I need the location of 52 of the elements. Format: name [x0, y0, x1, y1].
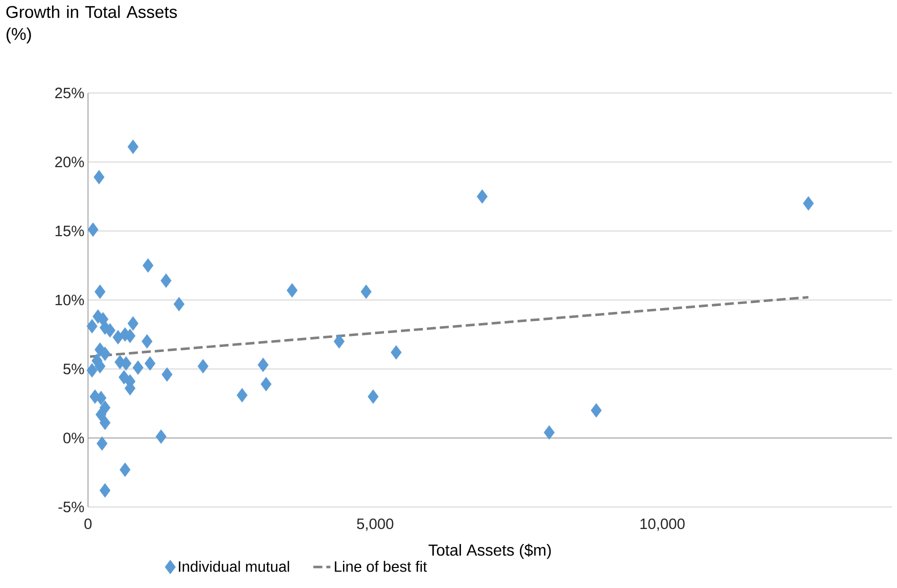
point — [120, 462, 130, 477]
point — [142, 258, 154, 273]
point — [96, 390, 106, 406]
point — [86, 363, 98, 378]
point — [142, 334, 152, 349]
point — [334, 334, 345, 349]
y-tick-label: 10% — [56, 294, 84, 306]
point — [104, 323, 116, 338]
point — [100, 346, 110, 362]
point — [160, 273, 172, 288]
y-tick-label: 20% — [55, 156, 84, 168]
point — [96, 436, 108, 451]
point — [390, 345, 402, 360]
point — [174, 296, 184, 312]
x-axis-title: Total Assets ($m) — [428, 544, 551, 559]
y-axis-title: Growth in Total Assets (%) — [6, 6, 177, 44]
point — [132, 360, 144, 375]
point — [94, 359, 106, 374]
point — [476, 189, 488, 204]
point — [544, 425, 555, 440]
point — [144, 356, 156, 371]
point — [802, 196, 814, 211]
y-tick-label: 0% — [63, 432, 84, 444]
point — [86, 319, 98, 334]
point — [94, 170, 104, 184]
x-tick-label: 5,000 — [356, 518, 394, 531]
point — [128, 140, 138, 154]
y-tick-label: 5% — [63, 364, 84, 374]
point — [162, 367, 172, 382]
point — [156, 429, 167, 444]
point — [258, 358, 269, 372]
point — [96, 407, 106, 422]
point — [100, 416, 110, 430]
point — [94, 284, 106, 299]
legend-label: Line of best fit — [334, 560, 427, 572]
point — [120, 356, 132, 371]
point — [590, 403, 602, 418]
point — [100, 483, 110, 498]
y-tick-label: -5% — [58, 502, 84, 512]
x-tick-label: 10,000 — [640, 518, 685, 531]
point — [88, 222, 98, 237]
legend-label: Individual mutual — [178, 560, 290, 572]
x-tick-label: 0 — [84, 518, 92, 530]
y-tick-label: 15% — [56, 226, 84, 236]
point — [360, 284, 372, 299]
point — [128, 316, 138, 331]
point — [198, 359, 208, 374]
point — [368, 389, 379, 404]
point — [236, 388, 248, 402]
point — [286, 283, 298, 298]
y-tick-label: 25% — [55, 88, 84, 98]
point — [260, 376, 272, 392]
